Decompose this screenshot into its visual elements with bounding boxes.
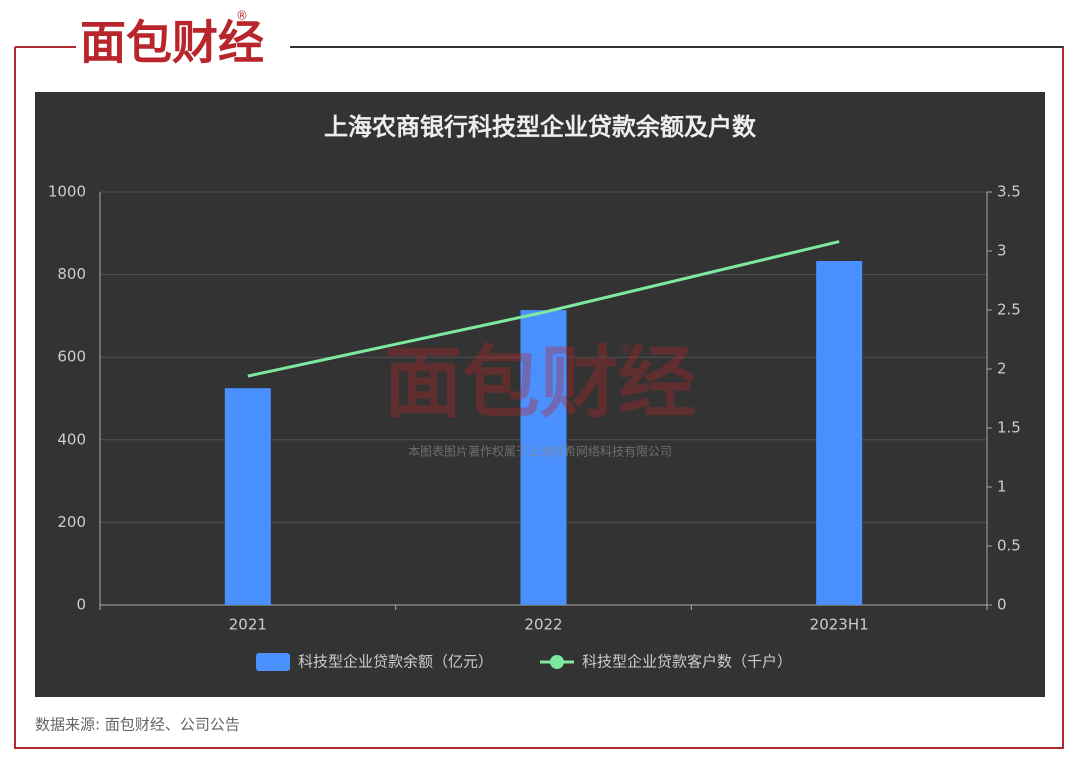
y-tick-label: 1000 — [48, 183, 86, 201]
y2-tick-label: 2 — [997, 360, 1007, 378]
y-tick-label: 0 — [76, 596, 86, 614]
y-tick-label: 600 — [57, 348, 86, 366]
source-note: 数据来源: 面包财经、公司公告 — [35, 716, 240, 734]
y2-tick-label: 1 — [997, 478, 1007, 496]
watermark-registered: ® — [620, 343, 632, 357]
legend-swatch — [550, 655, 564, 669]
bar — [224, 388, 271, 605]
legend-label: 科技型企业贷款余额（亿元） — [298, 653, 493, 671]
x-tick-label: 2022 — [524, 616, 562, 634]
y2-tick-label: 3.5 — [997, 183, 1021, 201]
logo: 面包财经 — [80, 16, 264, 70]
line — [247, 240, 840, 378]
y-tick-label: 200 — [57, 513, 86, 531]
legend-swatch — [256, 653, 290, 671]
y2-tick-label: 3 — [997, 242, 1007, 260]
x-tick-label: 2021 — [229, 616, 267, 634]
y-tick-label: 400 — [57, 430, 86, 448]
y2-tick-label: 2.5 — [997, 301, 1021, 319]
legend-label: 科技型企业贷款客户数（千户） — [582, 653, 792, 671]
x-tick-label: 2023H1 — [810, 616, 869, 634]
y2-tick-label: 0 — [997, 596, 1007, 614]
watermark-copyright: 本图表图片著作权属于上海好希网络科技有限公司 — [408, 444, 672, 459]
watermark-logo: 面包财经 — [384, 338, 696, 428]
bar — [520, 310, 567, 605]
logo-registered: ® — [236, 9, 248, 23]
bar — [816, 260, 863, 605]
chart-title: 上海农商银行科技型企业贷款余额及户数 — [324, 113, 757, 141]
y2-tick-label: 1.5 — [997, 419, 1021, 437]
y2-tick-label: 0.5 — [997, 537, 1021, 555]
y-tick-label: 800 — [57, 265, 86, 283]
